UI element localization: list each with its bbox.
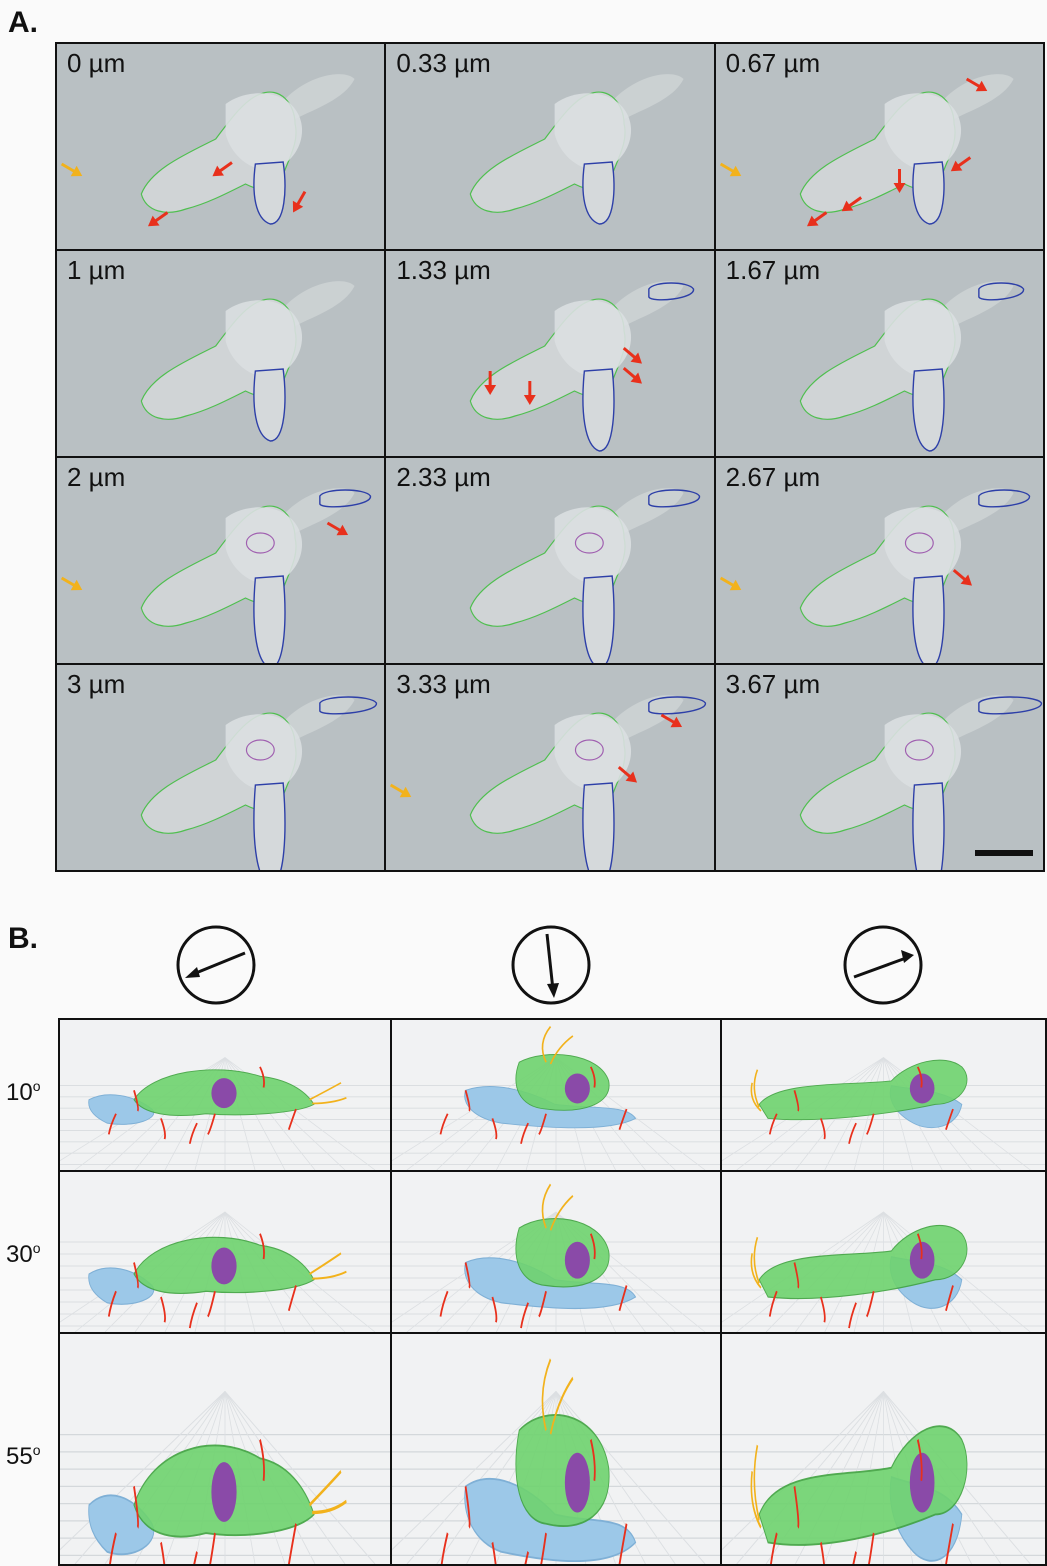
red-arrow-icon [292,190,307,213]
cell-micrograph [140,281,355,442]
reconstruction-view [392,1172,720,1332]
reconstruction-view [722,1020,1045,1170]
cell-micrograph [470,488,701,663]
red-arrow-icon [965,77,987,92]
red-arrow-icon [623,366,643,384]
panel-b-label: B. [8,922,38,955]
frame-depth-label: 1.33 µm [396,255,491,285]
3d-cell-reconstruction [722,1057,1045,1170]
cell-micrograph [140,695,378,870]
reconstruction-view [60,1020,390,1170]
3d-cell-reconstruction [722,1211,1045,1332]
cell-micrograph [719,74,1014,227]
angle-label-30: 30o [6,1240,41,1268]
reconstruction-view [60,1172,390,1332]
reconstruction-view [722,1172,1045,1332]
cell-micrograph [799,281,1024,452]
cell-micrograph [719,488,1030,663]
yellow-arrow-icon [719,162,741,177]
frame-depth-label: 2.67 µm [725,462,821,492]
cell-micrograph [470,74,684,225]
red-arrow-icon [661,713,683,728]
red-arrow-icon [806,211,827,227]
time-frame: 1.67 µm [715,251,1043,456]
time-frame: 0 µm [57,44,385,249]
reconstruction-view [722,1334,1045,1564]
frame-depth-label: 3.67 µm [725,669,821,699]
reconstruction-view [392,1020,720,1170]
red-arrow-icon [893,169,906,193]
yellow-arrow-icon [390,783,412,798]
frame-depth-label: 1 µm [67,255,126,285]
3d-cell-reconstruction [392,1358,720,1564]
time-frame: 0.67 µm [715,44,1043,249]
3d-cell-reconstruction [392,1026,720,1170]
cell-micrograph [799,695,1042,870]
frame-depth-label: 3 µm [67,669,126,699]
cell-micrograph [470,281,695,452]
angle-label-10: 10o [6,1078,41,1106]
red-arrow-icon [841,196,862,212]
angle-label-55: 55o [6,1442,41,1470]
time-frame: 1.33 µm [386,251,714,456]
3d-cell-reconstruction [60,1057,390,1170]
scale-bar [975,850,1033,856]
frame-depth-label: 0 µm [67,48,126,78]
red-arrow-icon [484,371,497,395]
cell-micrograph [390,695,707,870]
panel-a-label: A. [8,6,38,39]
yellow-arrow-icon [60,162,83,177]
panel-b-view-grid [58,1018,1047,1566]
arrow-down-icon [508,922,594,1008]
3d-cell-reconstruction [722,1391,1045,1564]
yellow-arrow-icon [719,576,741,591]
time-frame: 0.33 µm [386,44,714,249]
red-arrow-icon [212,161,233,177]
frame-depth-label: 0.33 µm [396,48,491,78]
red-arrow-icon [623,346,643,364]
view-direction-row [55,922,1045,1008]
reconstruction-view [60,1334,390,1564]
time-frame: 3 µm [57,665,385,870]
time-frame: 2 µm [57,458,385,663]
time-frame: 2.67 µm [715,458,1043,663]
3d-cell-reconstruction [60,1211,390,1332]
time-frame: 2.33 µm [386,458,714,663]
red-arrow-icon [326,521,349,536]
red-arrow-icon [524,381,537,405]
3d-cell-reconstruction [392,1183,720,1332]
cell-micrograph [60,488,372,663]
reconstruction-view [392,1334,720,1564]
time-frame: 1 µm [57,251,385,456]
red-arrow-icon [950,156,971,172]
red-arrow-icon [618,765,638,783]
red-arrow-icon [952,568,972,586]
cell-micrograph [60,74,355,227]
3d-cell-reconstruction [60,1391,390,1564]
arrow-upper-right-icon [840,922,926,1008]
frame-depth-label: 3.33 µm [396,669,491,699]
yellow-arrow-icon [60,576,83,591]
time-frame: 3.67 µm [715,665,1043,870]
frame-depth-label: 2 µm [67,462,126,492]
frame-depth-label: 1.67 µm [725,255,821,285]
arrow-lower-left-icon [173,922,259,1008]
frame-depth-label: 2.33 µm [396,462,491,492]
red-arrow-icon [147,211,169,227]
time-frame: 3.33 µm [386,665,714,870]
panel-a-frame-grid: 0 µm 0.33 µm 0.67 µm 1 µm 1.33 µm 1.67 µ… [55,42,1045,872]
frame-depth-label: 0.67 µm [725,48,821,78]
